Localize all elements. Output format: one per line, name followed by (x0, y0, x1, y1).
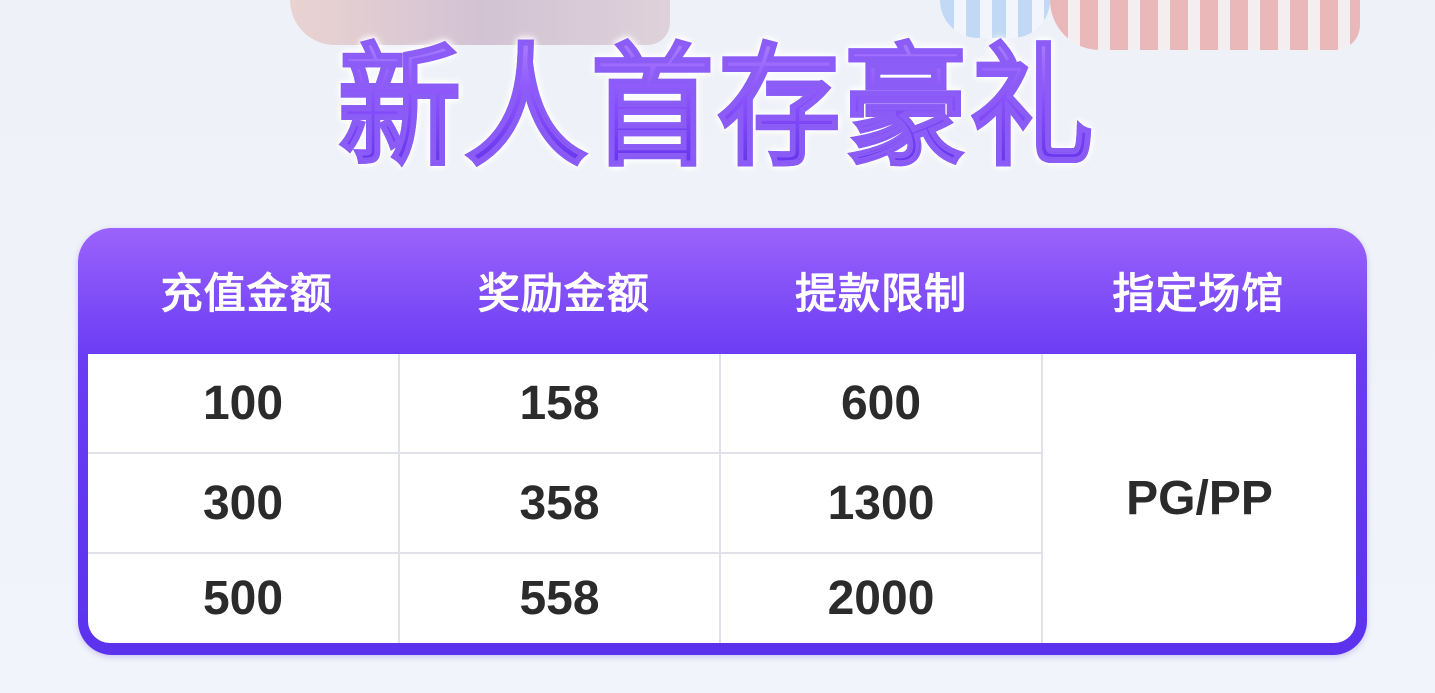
table-header: 充值金额 奖励金额 提款限制 指定场馆 (88, 228, 1357, 352)
cell-withdrawal-limit: 2000 (721, 554, 1043, 643)
table-body: 100 158 600 300 358 1300 500 558 2000 PG… (88, 354, 1356, 643)
cell-deposit: 500 (88, 554, 400, 643)
cell-bonus: 158 (400, 354, 721, 454)
header-deposit-amount: 充值金额 (160, 268, 333, 318)
cell-withdrawal-limit: 1300 (721, 454, 1043, 554)
header-bonus-amount: 奖励金额 (477, 268, 650, 318)
cell-deposit: 100 (88, 354, 400, 454)
banner-artwork (280, 0, 1380, 60)
promo-title: 新人首存豪礼 (50, 28, 1385, 188)
cell-deposit: 300 (88, 454, 400, 554)
red-chip-stack (1050, 0, 1360, 50)
blue-chip-stack (940, 0, 1050, 38)
cell-bonus: 358 (400, 454, 721, 554)
header-venue: 指定场馆 (1112, 268, 1285, 318)
bonus-table: 充值金额 奖励金额 提款限制 指定场馆 100 158 600 300 358 … (78, 228, 1367, 655)
header-withdrawal-limit: 提款限制 (795, 268, 968, 318)
character-art (290, 0, 670, 45)
cell-venue: PG/PP (1126, 472, 1273, 525)
cell-withdrawal-limit: 600 (721, 354, 1043, 454)
cell-bonus: 558 (400, 554, 721, 643)
